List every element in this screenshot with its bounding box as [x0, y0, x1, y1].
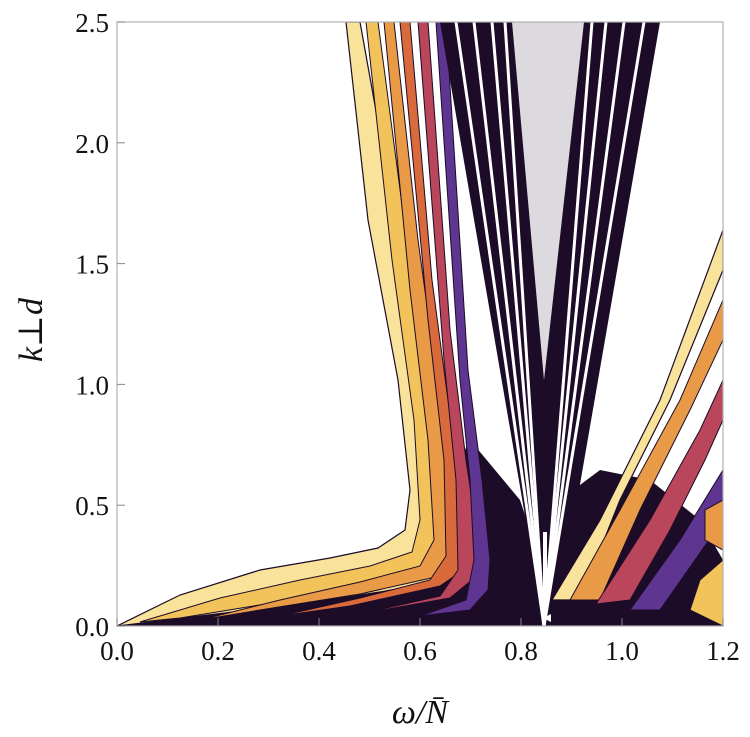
y-tick-label: 0.5	[75, 491, 109, 521]
x-tick-label: 0.2	[201, 636, 235, 666]
x-axis-ticks: 0.0 0.2 0.4 0.6 0.8 1.0 1.2	[100, 618, 740, 666]
contour-band-right-3	[595, 379, 723, 605]
y-tick-label: 2.5	[75, 8, 109, 38]
x-tick-label: 0.0	[100, 636, 134, 666]
x-tick-label: 0.4	[302, 636, 336, 666]
y-tick-label: 1.5	[75, 250, 109, 280]
contour-band-left-3	[199, 22, 475, 621]
y-tick-label: 2.0	[75, 129, 109, 159]
y-axis-ticks: 0.0 0.5 1.0 1.5 2.0 2.5	[75, 8, 125, 642]
contour-blob-right-edge	[689, 559, 723, 626]
x-axis-label: ω/N̄	[392, 694, 450, 731]
x-tick-label: 0.8	[504, 636, 538, 666]
y-axis-label: k⊥d	[13, 297, 50, 362]
contour-fan-rays	[454, 22, 646, 626]
contour-band-right-2	[569, 299, 723, 601]
contour-layer	[117, 22, 723, 626]
contour-fan-speckle-region	[512, 22, 584, 380]
contour-band-right-4	[629, 469, 723, 611]
x-tick-label: 1.0	[605, 636, 639, 666]
y-tick-label: 0.0	[75, 612, 109, 642]
x-tick-label: 0.6	[403, 636, 437, 666]
contour-blob-right-mid	[704, 499, 723, 551]
x-tick-label: 1.2	[706, 636, 740, 666]
y-tick-label: 1.0	[75, 370, 109, 400]
contour-band-left-6	[419, 22, 491, 617]
